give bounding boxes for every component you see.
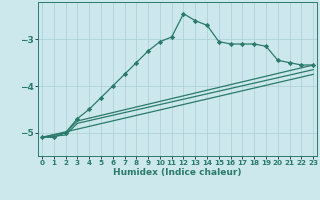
X-axis label: Humidex (Indice chaleur): Humidex (Indice chaleur): [113, 168, 242, 177]
